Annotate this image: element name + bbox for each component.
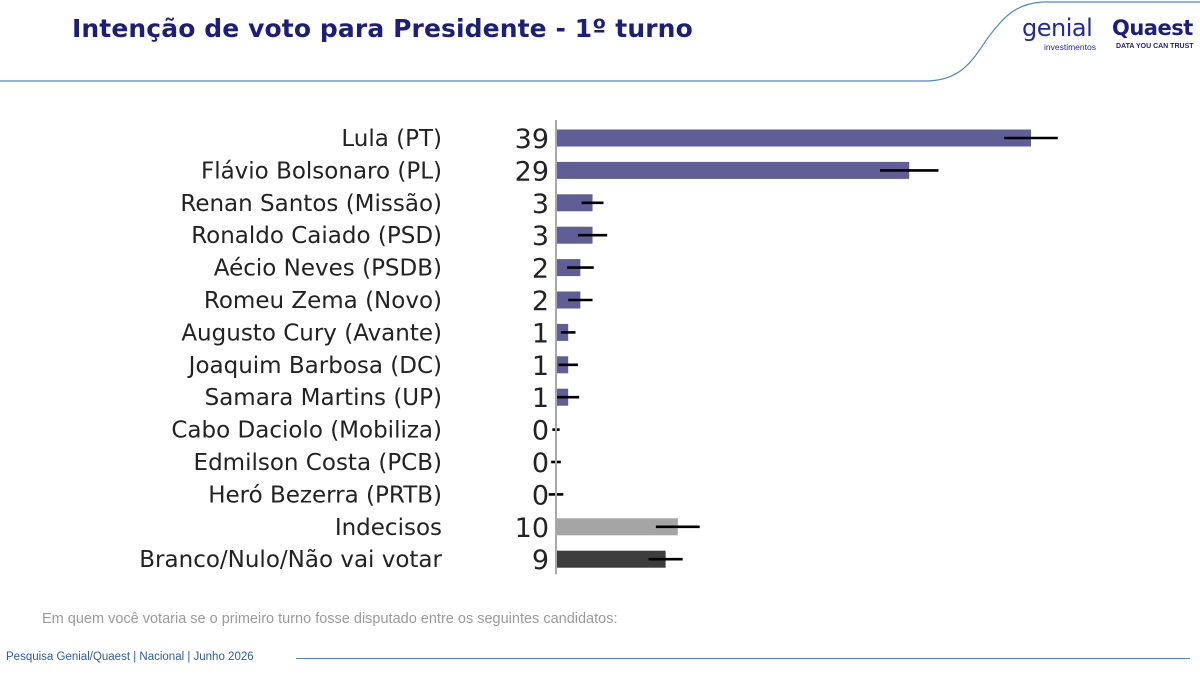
category-label: Romeu Zema (Novo) [204,288,442,314]
data-label: 3 [532,221,549,252]
category-label: Indecisos [335,515,442,541]
data-label: 1 [532,383,549,414]
quaest-logo: Quaest DATA YOU CAN TRUST [1112,16,1194,56]
data-label: 3 [532,189,549,220]
page-title: Intenção de voto para Presidente - 1º tu… [72,14,693,43]
category-label: Augusto Cury (Avante) [181,320,442,346]
category-label: Joaquim Barbosa (DC) [187,353,442,379]
bar [556,161,910,179]
category-label: Renan Santos (Missão) [180,191,442,217]
category-label: Aécio Neves (PSDB) [214,256,442,282]
bar [556,129,1032,147]
data-label: 10 [515,513,549,544]
data-label: 0 [532,448,549,479]
data-label: 2 [532,254,549,285]
category-label: Lula (PT) [341,126,442,152]
bar [556,194,593,212]
category-label: Heró Bezerra (PRTB) [208,482,442,508]
bar [556,226,593,244]
category-label: Edmilson Costa (PCB) [194,450,442,476]
question-note: Em quem você votaria se o primeiro turno… [42,611,618,627]
bar [556,550,666,568]
data-label: 39 [515,124,549,155]
data-label: 1 [532,318,549,349]
data-label: 2 [532,286,549,317]
footer-divider [296,658,1190,659]
data-label: 29 [515,156,549,187]
category-label: Branco/Nulo/Não vai votar [139,547,442,573]
data-label: 0 [532,480,549,511]
genial-logo-sub: investimentos [1044,42,1096,52]
footer-source: Pesquisa Genial/Quaest | Nacional | Junh… [6,651,254,663]
genial-logo-word: genial [1022,14,1093,42]
genial-logo: genial investimentos [1022,14,1104,54]
category-label: Samara Martins (UP) [205,385,442,411]
category-label: Ronaldo Caiado (PSD) [191,223,442,249]
data-label: 1 [532,351,549,382]
quaest-logo-sub: DATA YOU CAN TRUST [1116,43,1194,50]
header-decoration-curve [0,1,1200,82]
data-label: 0 [532,416,549,447]
quaest-logo-word: Quaest [1112,16,1193,40]
category-label: Flávio Bolsonaro (PL) [201,158,442,184]
bar [556,518,678,536]
category-label: Cabo Daciolo (Mobiliza) [171,418,442,444]
data-label: 9 [532,545,549,576]
